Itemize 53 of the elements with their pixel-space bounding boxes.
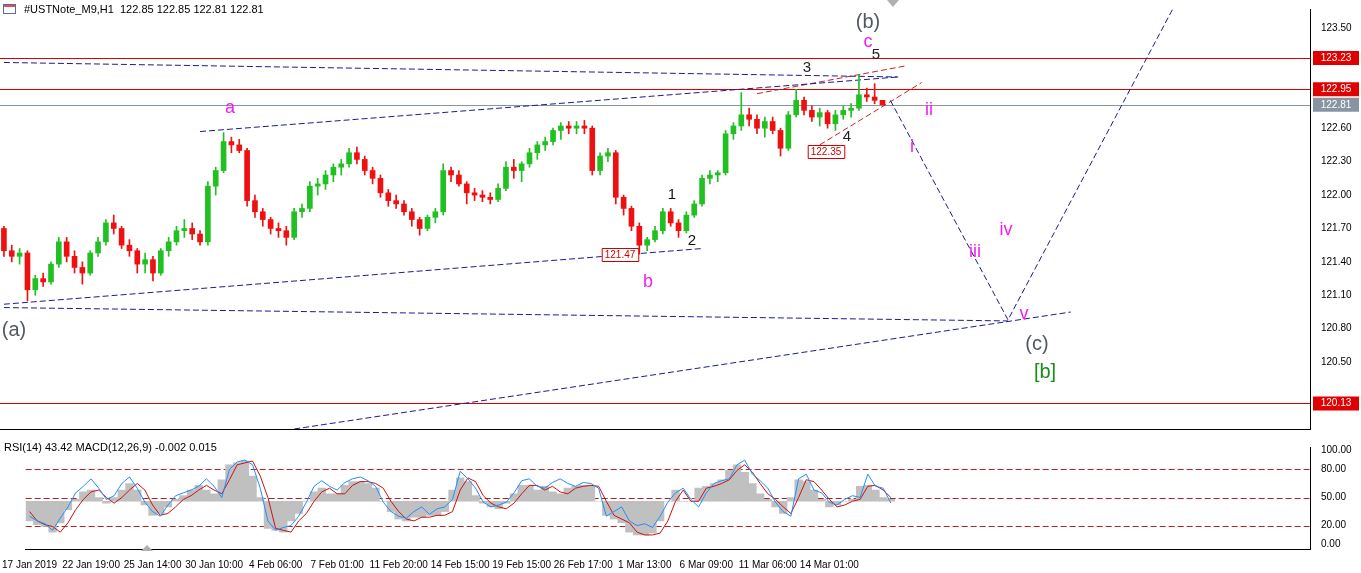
annotation: v xyxy=(1019,302,1029,323)
x-tick-label: 14 Mar 01:00 xyxy=(799,558,860,570)
annotation: 122.35 xyxy=(810,145,842,157)
annotation: c xyxy=(863,30,873,51)
annotation: (a) xyxy=(1,317,27,340)
x-tick-label: 30 Jan 10:00 xyxy=(185,558,244,570)
annotation: 3 xyxy=(802,58,812,76)
annotation: 5 xyxy=(871,45,881,63)
annotation: [b] xyxy=(1033,359,1057,382)
y-tick-label: 50.00 xyxy=(1321,491,1347,503)
annotation: b xyxy=(642,270,654,291)
y-tick-label: 122.60 xyxy=(1321,121,1353,133)
ref-line-label: 123.23 xyxy=(1320,51,1352,63)
x-tick-label: 22 Jan 19:00 xyxy=(62,558,121,570)
annotation: (b) xyxy=(855,9,881,32)
annotation: a xyxy=(224,96,236,117)
chart-title: RSI(14) 43.42 MACD(12,26,9) -0.002 0.015 xyxy=(4,441,217,454)
annotation: iv xyxy=(999,218,1013,239)
y-tick-label: 0.00 xyxy=(1321,538,1341,550)
y-tick-label: 121.70 xyxy=(1321,222,1353,234)
annotation: iii xyxy=(969,240,981,261)
annotation: 2 xyxy=(687,231,697,249)
ref-line-label: 122.95 xyxy=(1320,82,1352,94)
annotation: (c) xyxy=(1025,331,1049,354)
x-tick-label: 11 Mar 06:00 xyxy=(738,558,798,570)
x-tick-label: 17 Jan 2019 xyxy=(1,558,58,570)
y-tick-label: 122.30 xyxy=(1321,155,1353,167)
annotation: 4 xyxy=(842,127,852,145)
annotation: ii xyxy=(925,98,933,119)
annotation: 121.47 xyxy=(604,248,636,260)
x-tick-label: 6 Mar 09:00 xyxy=(679,558,734,570)
y-tick-label: 20.00 xyxy=(1321,519,1347,531)
y-tick-label: 120.50 xyxy=(1321,355,1353,367)
y-tick-label: 120.80 xyxy=(1321,322,1353,334)
x-tick-label: 11 Feb 20:00 xyxy=(369,558,429,570)
x-tick-label: 26 Feb 17:00 xyxy=(553,558,614,570)
x-tick-label: 4 Feb 06:00 xyxy=(248,558,303,570)
x-tick-label: 25 Jan 14:00 xyxy=(123,558,182,570)
annotation: 1 xyxy=(667,185,677,203)
y-tick-label: 121.10 xyxy=(1321,289,1353,301)
x-tick-label: 19 Feb 15:00 xyxy=(492,558,552,570)
y-tick-label: 121.40 xyxy=(1321,255,1353,267)
annotation: i xyxy=(910,135,914,156)
y-tick-label: 80.00 xyxy=(1321,463,1347,475)
x-tick-label: 1 Mar 13:00 xyxy=(618,558,672,570)
y-tick-label: 122.00 xyxy=(1321,188,1353,200)
y-tick-label: 100.00 xyxy=(1321,444,1353,456)
ref-line-label: 120.13 xyxy=(1320,397,1352,409)
y-tick-label: 123.50 xyxy=(1321,21,1353,33)
x-tick-label: 7 Feb 01:00 xyxy=(310,558,365,570)
chart-title: #USTNote_M9,H1 122.85 122.85 122.81 122.81 xyxy=(24,3,264,16)
ref-line-label: 122.81 xyxy=(1320,98,1352,110)
x-tick-label: 14 Feb 15:00 xyxy=(430,558,491,570)
